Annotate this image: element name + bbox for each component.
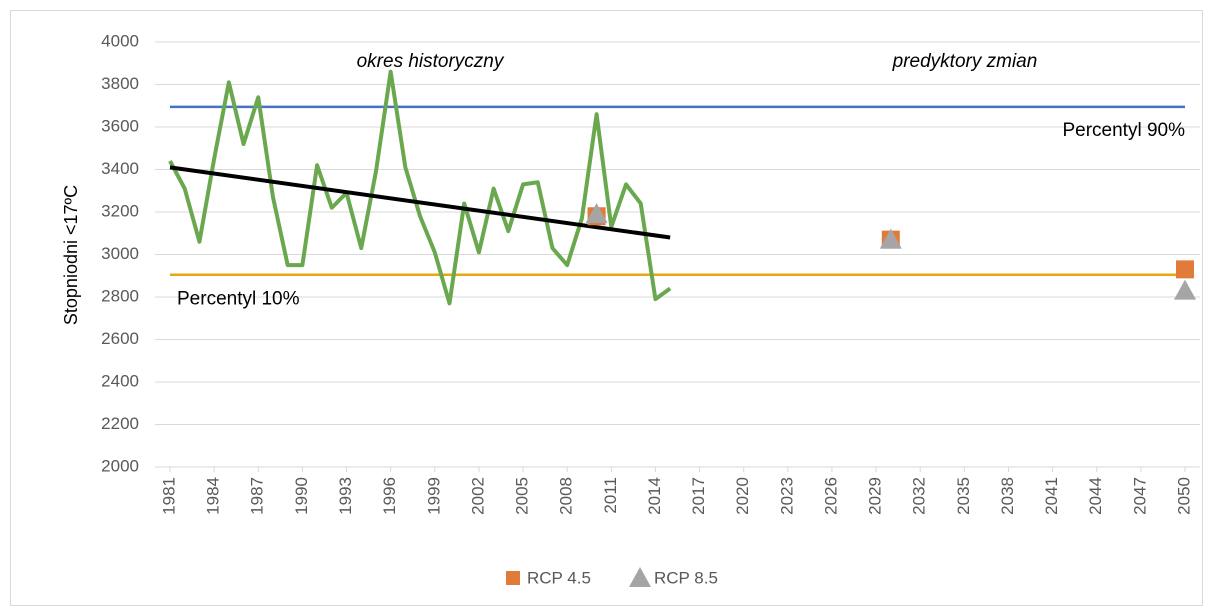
y-tick-label: 3000	[101, 244, 139, 263]
x-tick-label: 1996	[380, 477, 399, 515]
legend-marker	[506, 571, 520, 585]
marker	[1176, 260, 1194, 279]
y-tick-label: 2800	[101, 286, 139, 305]
x-tick-label: 2050	[1174, 477, 1193, 515]
x-tick-label: 2026	[821, 477, 840, 515]
x-tick-label: 2035	[954, 477, 973, 515]
y-tick-label: 2000	[101, 456, 139, 475]
marker	[879, 228, 902, 249]
y-tick-label: 2200	[101, 414, 139, 433]
data-line	[168, 69, 672, 306]
x-tick-label: 2032	[910, 477, 929, 515]
marker	[585, 203, 608, 224]
x-tick-label: 2008	[557, 477, 576, 515]
y-tick-label: 3800	[101, 74, 139, 93]
percentile-label: Percentyl 90%	[1062, 120, 1185, 141]
y-tick-label: 2600	[101, 329, 139, 348]
x-tick-label: 1990	[292, 477, 311, 515]
annotation: okres historyczny	[357, 51, 505, 72]
x-tick-label: 2011	[601, 477, 620, 514]
x-tick-label: 1999	[424, 477, 443, 515]
x-tick-label: 2038	[998, 477, 1017, 515]
y-axis-label: Stopniodni <17ºC	[61, 185, 81, 325]
x-tick-label: 1993	[336, 477, 355, 515]
y-tick-label: 4000	[101, 31, 139, 50]
marker	[1174, 279, 1196, 300]
x-tick-label: 2029	[866, 477, 885, 515]
legend-label: RCP 8.5	[654, 568, 718, 587]
x-tick-label: 1987	[248, 477, 267, 515]
x-tick-label: 2044	[1086, 477, 1105, 515]
x-tick-label: 2017	[689, 477, 708, 515]
x-tick-label: 2005	[513, 477, 532, 515]
percentile-label: Percentyl 10%	[177, 289, 300, 310]
x-tick-label: 2002	[468, 477, 487, 515]
y-tick-label: 3200	[101, 201, 139, 220]
legend-label: RCP 4.5	[527, 568, 591, 587]
annotation: predyktory zmian	[892, 51, 1038, 72]
chart-frame	[10, 10, 1203, 606]
x-tick-label: 1984	[204, 477, 223, 515]
trend-line	[169, 165, 671, 240]
legend-marker	[629, 567, 651, 587]
y-tick-label: 3400	[101, 159, 139, 178]
x-tick-label: 1981	[159, 477, 178, 515]
y-tick-label: 2400	[101, 371, 139, 390]
x-tick-label: 2041	[1042, 477, 1061, 515]
x-tick-label: 2020	[733, 477, 752, 515]
x-tick-label: 2023	[777, 477, 796, 515]
x-tick-label: 2047	[1130, 477, 1149, 515]
x-tick-label: 2014	[645, 477, 664, 515]
y-tick-label: 3600	[101, 116, 139, 135]
